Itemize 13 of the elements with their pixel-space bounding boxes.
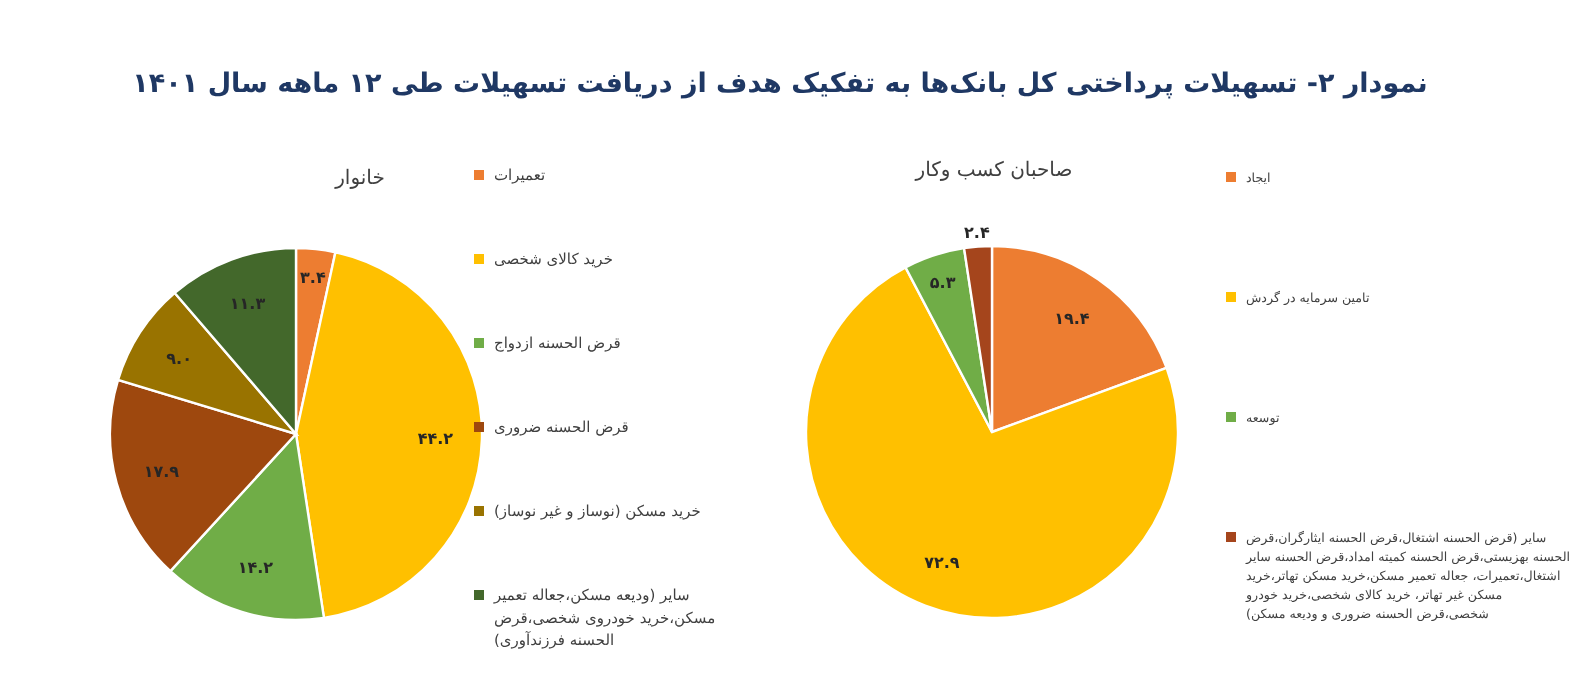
text: نمودار ۲- تسهیلات پرداختی کل بانک‌ها به تفکیک هدف از دریافت تسهیلات طی ۱۲ ماهه سال ۱۴۰۱ <box>132 68 1428 100</box>
data-label: ۳.۴ <box>300 268 326 287</box>
data-label: ۷۲.۹ <box>924 554 960 573</box>
chart-title: صاحبان کسب وکار <box>913 160 1073 182</box>
data-label: ۹.۰ <box>166 349 192 368</box>
chart-subtitle: خانوار <box>333 168 385 190</box>
data-label: ۱۴.۲ <box>237 559 274 578</box>
data-label: ۴۴.۲ <box>417 430 454 449</box>
data-label: ۱۱.۳ <box>229 295 266 314</box>
data-label: ۱۷.۹ <box>143 462 180 481</box>
data-label: ۵.۳ <box>929 273 956 292</box>
data-label: ۱۹.۴ <box>1054 309 1090 328</box>
data-label: ۲.۴ <box>964 223 990 242</box>
